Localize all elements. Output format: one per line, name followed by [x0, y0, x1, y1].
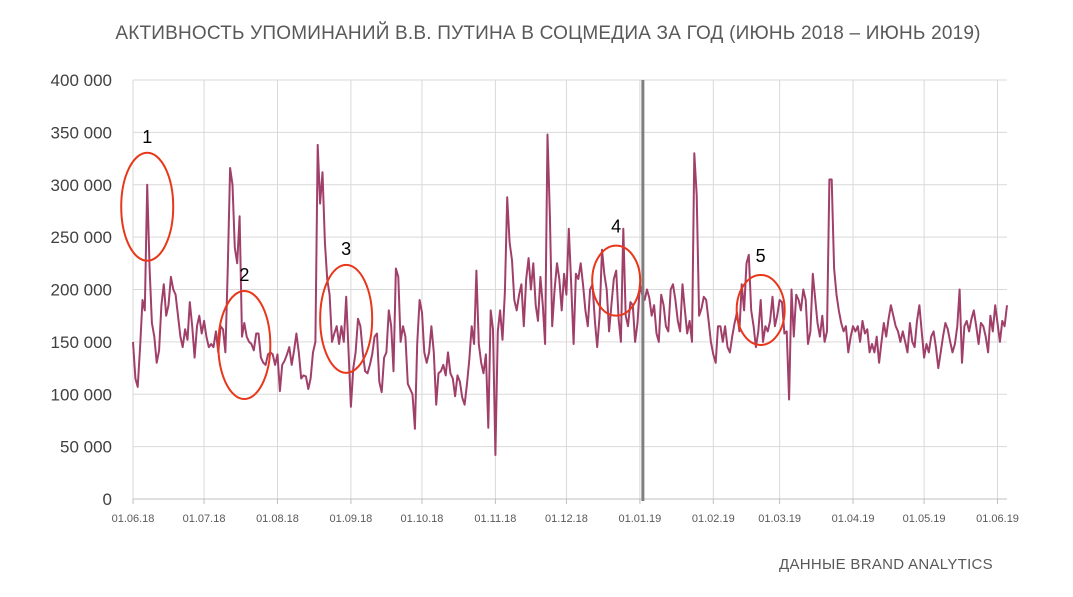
x-tick-label: 01.05.19	[903, 513, 946, 525]
x-tick-label: 01.07.18	[183, 513, 226, 525]
x-tick-label: 01.09.18	[329, 513, 372, 525]
peak-highlight-ellipse	[120, 151, 175, 262]
x-tick-label: 01.03.19	[758, 513, 801, 525]
x-tick-label: 01.12.18	[545, 513, 588, 525]
y-tick-label: 150 000	[51, 333, 112, 352]
annotations: 1 2 3 4 5	[120, 127, 786, 401]
series-line-layer	[132, 133, 1008, 456]
peak-highlight-ellipse	[735, 273, 786, 346]
x-tick-label: 01.06.19	[976, 513, 1019, 525]
chart-title: АКТИВНОСТЬ УПОМИНАНИЙ В.В. ПУТИНА В СОЦМ…	[115, 22, 980, 44]
x-tick-label: 01.08.18	[256, 513, 299, 525]
peak-number-label: 4	[611, 217, 621, 237]
y-tick-label: 400 000	[51, 71, 112, 90]
x-tick-label: 01.01.19	[618, 513, 661, 525]
y-tick-label: 350 000	[51, 123, 112, 142]
x-tick-label: 01.02.19	[692, 513, 735, 525]
y-tick-label: 0	[103, 490, 112, 509]
peak-number-label: 1	[142, 127, 152, 147]
y-tick-label: 50 000	[60, 438, 112, 457]
axes: 0 50 000 100 000 150 000 200 000 250 000 300 0…	[51, 71, 1019, 525]
x-tick-label: 01.11.18	[474, 513, 516, 525]
y-tick-label: 250 000	[51, 228, 112, 247]
peak-highlight-ellipse	[319, 263, 374, 374]
peak-number-label: 5	[756, 246, 766, 266]
peak-highlight-ellipse	[217, 290, 272, 401]
x-tick-label: 01.10.18	[401, 513, 444, 525]
peak-number-label: 3	[341, 239, 351, 259]
y-tick-label: 200 000	[51, 281, 112, 300]
mentions-series-line	[132, 133, 1008, 456]
peak-number-label: 2	[239, 265, 249, 285]
peak-highlight-ellipse	[591, 244, 642, 317]
x-tick-label: 01.04.19	[832, 513, 875, 525]
y-tick-label: 100 000	[51, 385, 112, 404]
x-tick-label: 01.06.18	[112, 513, 155, 525]
source-caption: ДАННЫЕ BRAND ANALYTICS	[779, 556, 993, 573]
y-tick-label: 300 000	[51, 176, 112, 195]
